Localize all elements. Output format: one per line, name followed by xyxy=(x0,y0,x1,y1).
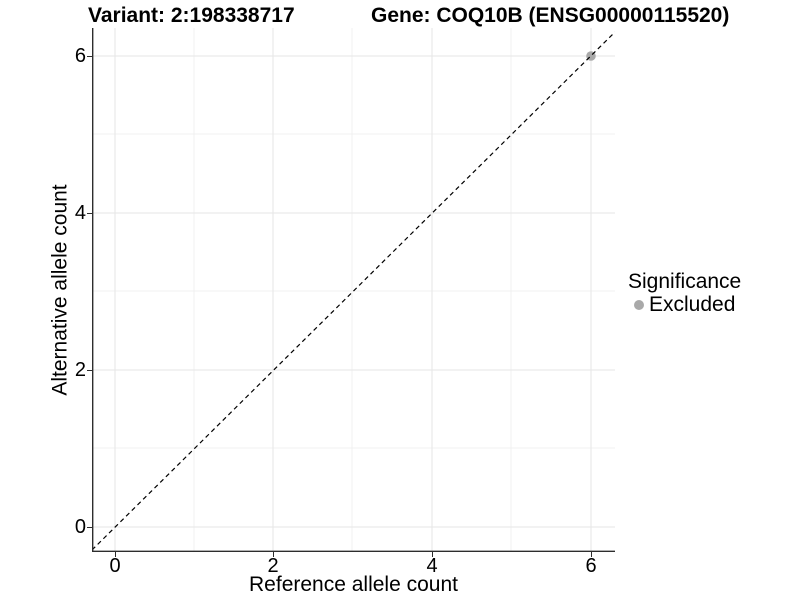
identity-line xyxy=(92,31,615,551)
x-axis-title: Reference allele count xyxy=(249,573,458,596)
x-tick-label: 2 xyxy=(267,555,279,577)
legend-title: Significance xyxy=(628,270,742,293)
plot-area-svg xyxy=(92,28,615,552)
y-tick-label: 4 xyxy=(74,202,86,224)
x-tick-label: 0 xyxy=(109,555,121,577)
x-tick-label: 6 xyxy=(585,555,597,577)
x-tick-mark xyxy=(273,552,274,557)
legend-item-excluded: Excluded xyxy=(628,294,741,316)
x-tick-mark xyxy=(591,552,592,557)
x-tick-mark xyxy=(432,552,433,557)
y-axis-title: Alternative allele count xyxy=(48,184,72,396)
x-tick-mark xyxy=(115,552,116,557)
minor-gridlines xyxy=(92,28,615,552)
major-gridlines xyxy=(92,28,615,552)
y-tick-mark xyxy=(87,370,92,371)
legend: Significance Excluded xyxy=(628,271,741,316)
y-tick-mark xyxy=(87,527,92,528)
x-tick-label: 4 xyxy=(426,555,438,577)
y-tick-mark xyxy=(87,213,92,214)
legend-point-icon xyxy=(634,300,644,310)
y-tick-label: 0 xyxy=(74,516,86,538)
plot-panel xyxy=(92,28,615,552)
y-tick-mark xyxy=(87,56,92,57)
legend-item-label: Excluded xyxy=(649,293,736,316)
y-tick-label: 6 xyxy=(74,45,86,67)
y-tick-label: 2 xyxy=(74,359,86,381)
plot-title-gene: Gene: COQ10B (ENSG00000115520) xyxy=(371,4,730,27)
plot-title-variant: Variant: 2:198338717 xyxy=(88,4,295,27)
